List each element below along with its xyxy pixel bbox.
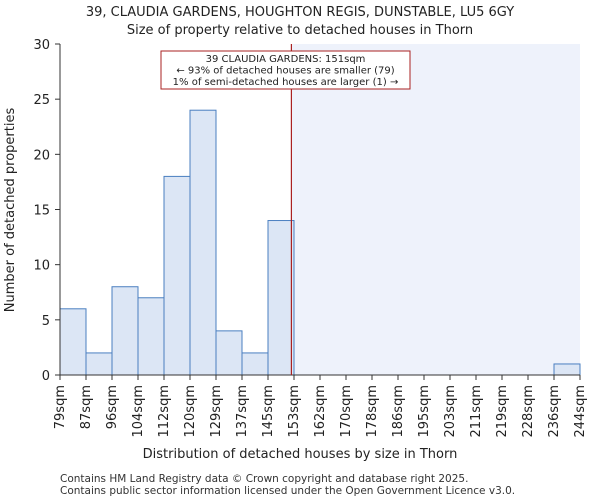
- y-tick-label: 5: [42, 314, 50, 329]
- x-axis-title: Distribution of detached houses by size …: [143, 447, 458, 462]
- bar: [189, 109, 217, 376]
- x-tick-label: 79sqm: [53, 385, 68, 429]
- bar: [85, 352, 113, 376]
- chart-title: 39, CLAUDIA GARDENS, HOUGHTON REGIS, DUN…: [86, 5, 514, 20]
- annotation-line-2: ← 93% of detached houses are smaller (79…: [176, 66, 394, 77]
- footer-line-1: Contains HM Land Registry data © Crown c…: [60, 473, 468, 485]
- y-tick-label: 15: [33, 204, 50, 219]
- x-tick-label: 87sqm: [79, 385, 94, 429]
- x-tick-label: 112sqm: [157, 385, 172, 438]
- x-tick-label: 203sqm: [443, 385, 458, 438]
- x-tick-label: 96sqm: [105, 385, 120, 429]
- bar: [137, 297, 165, 376]
- y-tick-label: 30: [33, 38, 50, 53]
- x-tick-label: 162sqm: [313, 385, 328, 438]
- y-tick-label: 20: [33, 148, 50, 163]
- annotation-line-1: 39 CLAUDIA GARDENS: 151sqm: [206, 54, 366, 65]
- x-tick-label: 145sqm: [261, 385, 276, 438]
- x-tick-label: 211sqm: [469, 385, 484, 438]
- bar: [553, 363, 581, 376]
- x-tick-label: 104sqm: [131, 385, 146, 438]
- y-tick-label: 25: [33, 93, 50, 108]
- x-tick-label: 178sqm: [365, 385, 380, 438]
- larger-region-shade: [291, 44, 580, 375]
- x-tick-label: 219sqm: [495, 385, 510, 438]
- bar: [241, 352, 269, 376]
- x-tick-label: 120sqm: [183, 385, 198, 438]
- bar: [59, 308, 87, 376]
- footer-line-2: Contains public sector information licen…: [60, 485, 515, 497]
- x-tick-label: 153sqm: [287, 385, 302, 438]
- annotation-line-3: 1% of semi-detached houses are larger (1…: [173, 77, 399, 88]
- y-tick-label: 10: [33, 259, 50, 274]
- x-tick-label: 170sqm: [339, 385, 354, 438]
- x-tick-label: 195sqm: [417, 385, 432, 438]
- y-axis-title: Number of detached properties: [3, 108, 18, 313]
- y-tick-label: 0: [42, 369, 50, 384]
- x-tick-label: 244sqm: [573, 385, 588, 438]
- x-tick-label: 236sqm: [547, 385, 562, 438]
- annotation-box: [160, 50, 411, 90]
- x-tick-label: 186sqm: [391, 385, 406, 438]
- x-tick-label: 228sqm: [521, 385, 536, 438]
- x-tick-label: 137sqm: [235, 385, 250, 438]
- bar: [267, 220, 295, 376]
- x-tick-label: 129sqm: [209, 385, 224, 438]
- bar: [163, 175, 191, 376]
- bar: [111, 286, 139, 376]
- bar: [215, 330, 243, 376]
- plot-area: 0 5 10 15 20 25 30 79sqm 87sqm 96sqm 104sqm 112sqm 1…: [33, 38, 588, 438]
- chart-subtitle: Size of property relative to detached ho…: [127, 23, 473, 38]
